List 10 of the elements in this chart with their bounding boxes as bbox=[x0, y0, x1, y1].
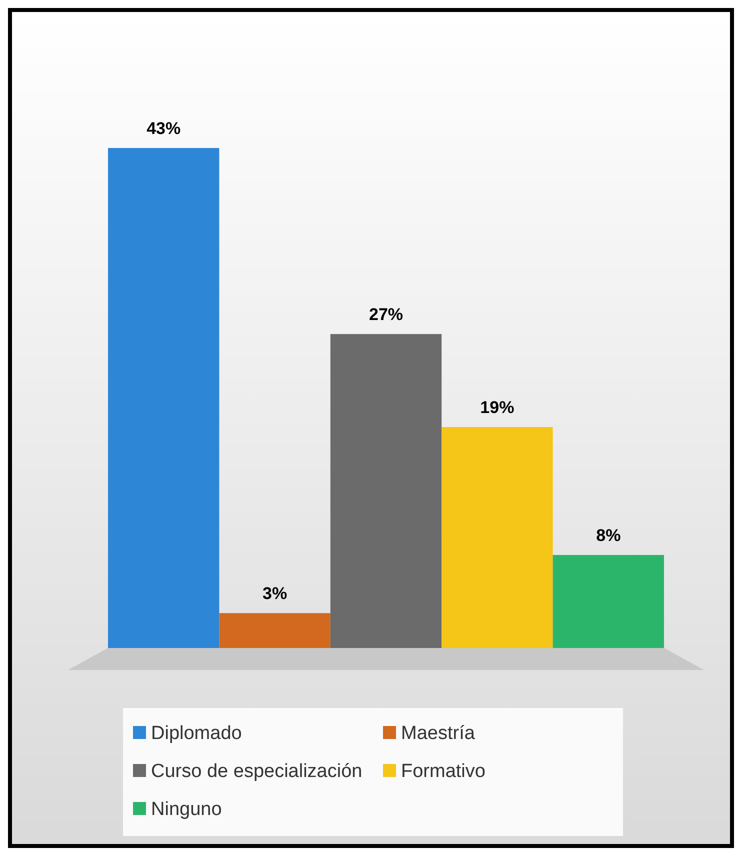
data-label: 43% bbox=[146, 119, 181, 138]
data-label: 3% bbox=[262, 584, 288, 604]
data-label: 27% bbox=[368, 305, 404, 324]
legend-label: Maestría bbox=[401, 723, 476, 744]
legend-label: Formativo bbox=[401, 761, 486, 782]
legend-label: Curso de especialización bbox=[151, 761, 362, 782]
legend-label: Diplomado bbox=[151, 723, 242, 744]
data-label: 19% bbox=[480, 398, 514, 418]
legend-label: Ninguno bbox=[151, 799, 222, 820]
data-label: 8% bbox=[596, 526, 621, 545]
